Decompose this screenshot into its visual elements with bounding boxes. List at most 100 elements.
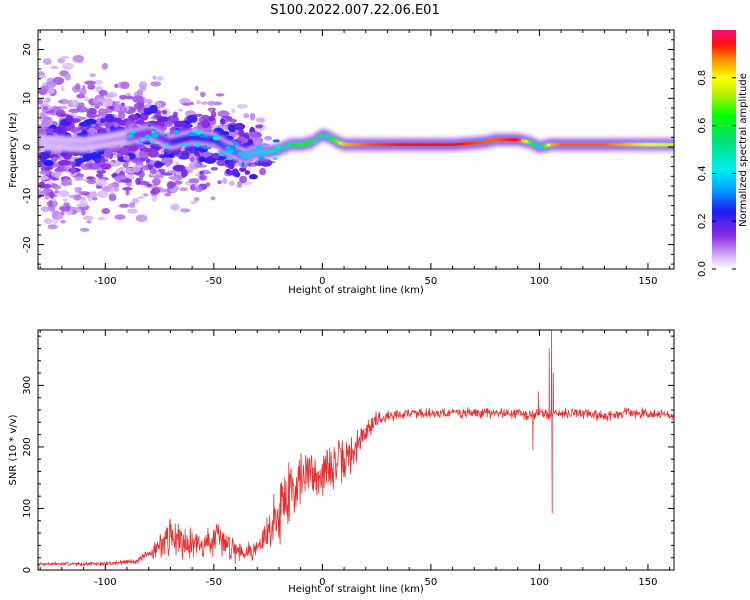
spectrogram-ridge-cell (84, 143, 89, 146)
snr-y-tick-label: 200 (22, 437, 33, 456)
spectrogram-blob (247, 139, 254, 146)
spectrogram-blob (103, 149, 112, 158)
spectrogram-blob (52, 184, 62, 190)
spectrogram-x-tick-label: 50 (425, 276, 438, 287)
spectrogram-blob (94, 158, 101, 164)
spectrogram-ridge-cell (181, 138, 185, 141)
spectrogram-blob (243, 151, 249, 155)
spectrogram-ridge-cell (246, 154, 250, 157)
spectrogram-ridge-cell (134, 134, 138, 137)
spectrogram-blob (89, 151, 102, 161)
spectrogram-blob (125, 95, 134, 100)
spectrogram-blob (38, 181, 45, 189)
spectrogram-blob (105, 92, 118, 98)
spectrogram-blob (59, 205, 71, 212)
spectrogram-blob (88, 127, 97, 134)
spectrogram-ridge-cell (367, 143, 372, 146)
spectrogram-ridge-cell (358, 143, 363, 146)
spectrogram-ridge-cell (586, 143, 590, 146)
spectrogram-ridge-cell (215, 140, 219, 143)
spectrogram-ridge-cell (241, 154, 245, 157)
spectrogram-blob (84, 118, 97, 125)
spectrogram-blob (227, 161, 235, 170)
spectrogram-blob (195, 142, 200, 148)
spectrogram-blob (44, 128, 55, 133)
spectrogram-ridge-cell (77, 143, 81, 146)
spectrogram-blob (218, 152, 226, 156)
spectrogram-blob (173, 130, 180, 135)
snr-y-tick-label: 300 (22, 376, 33, 395)
spectrogram-ridge-cell (595, 143, 600, 146)
spectrogram-ridge-cell (189, 136, 193, 139)
spectrogram-blob (84, 80, 97, 86)
spectrogram-blob (201, 119, 211, 129)
spectrogram-blob (272, 139, 280, 143)
spectrogram-ridge-cell (361, 143, 366, 146)
spectrogram-blob (126, 134, 134, 139)
spectrogram-ridge-cell (449, 143, 454, 146)
spectrogram-frame (37, 29, 675, 270)
spectrogram-ridge-cell (163, 138, 167, 141)
spectrogram-blob (108, 193, 117, 202)
spectrogram-blob (58, 100, 64, 104)
spectrogram-ridge-cell (137, 133, 141, 136)
spectrogram-blob (75, 55, 84, 63)
spectrogram-ridge-cell (569, 143, 574, 146)
spectrogram-blob (138, 150, 149, 159)
spectrogram-y-label: Frequency (Hz) (8, 112, 19, 188)
spectrogram-ridge-cell (625, 143, 630, 146)
spectrogram-blob (100, 118, 106, 123)
spectrogram-ridge-cell (540, 145, 545, 148)
spectrogram-blob (47, 224, 58, 230)
snr-x-tick-label: -50 (206, 577, 222, 588)
spectrogram-blob (120, 81, 130, 90)
spectrogram-ridge-cell (256, 150, 261, 153)
spectrogram-blob (86, 220, 92, 224)
spectrogram-ridge-cell (452, 143, 457, 146)
spectrogram-blob (195, 100, 202, 105)
spectrogram-x-tick-label: -100 (94, 276, 117, 287)
spectrogram-ridge-cell (90, 142, 94, 145)
spectrogram-blob (249, 112, 256, 121)
spectrogram-ridge-cell (183, 137, 188, 140)
spectrogram-ridge-cell (306, 141, 310, 145)
spectrogram-ridge-cell (217, 142, 222, 145)
spectrogram-blob (95, 185, 102, 189)
spectrogram-ridge-cell (236, 151, 240, 154)
snr-x-tick-label: 150 (638, 577, 657, 588)
spectrogram-ridge-cell (504, 138, 509, 141)
spectrogram-blob (210, 196, 216, 201)
spectrogram-blob (248, 131, 257, 137)
spectrogram-blob (163, 133, 168, 137)
spectrogram-blob (113, 105, 121, 112)
spectrogram-blob (184, 145, 193, 151)
spectrogram-blob (272, 157, 278, 160)
spectrogram-blob (51, 156, 58, 163)
spectrogram-blob (122, 161, 129, 169)
spectrogram-blob (165, 143, 169, 147)
colorbar-tick-label: 0.0 (697, 261, 708, 277)
spectrogram-blob (63, 202, 70, 207)
spectrogram-ridge-cell (309, 141, 314, 144)
spectrogram-ridge-cell (173, 140, 177, 143)
spectrogram-blob (153, 161, 165, 167)
spectrogram-blob (49, 191, 55, 199)
spectrogram-ridge-cell (144, 131, 149, 135)
spectrogram-blob (165, 148, 173, 155)
spectrogram-blob (153, 175, 165, 179)
spectrogram-ridge-cell (413, 143, 418, 146)
spectrogram-blob (239, 175, 248, 184)
spectrogram-ridge-cell (621, 143, 626, 146)
spectrogram-blob (156, 116, 170, 122)
spectrogram-ridge-cell (462, 142, 467, 146)
snr-y-label: SNR (10 * v/v) (8, 414, 19, 485)
spectrogram-blob (75, 162, 81, 167)
spectrogram-ridge-cell (79, 143, 84, 146)
spectrogram-blob (179, 187, 188, 192)
spectrogram-blob (62, 198, 69, 202)
spectrogram-blob (244, 170, 251, 175)
spectrogram-blob (243, 112, 250, 119)
